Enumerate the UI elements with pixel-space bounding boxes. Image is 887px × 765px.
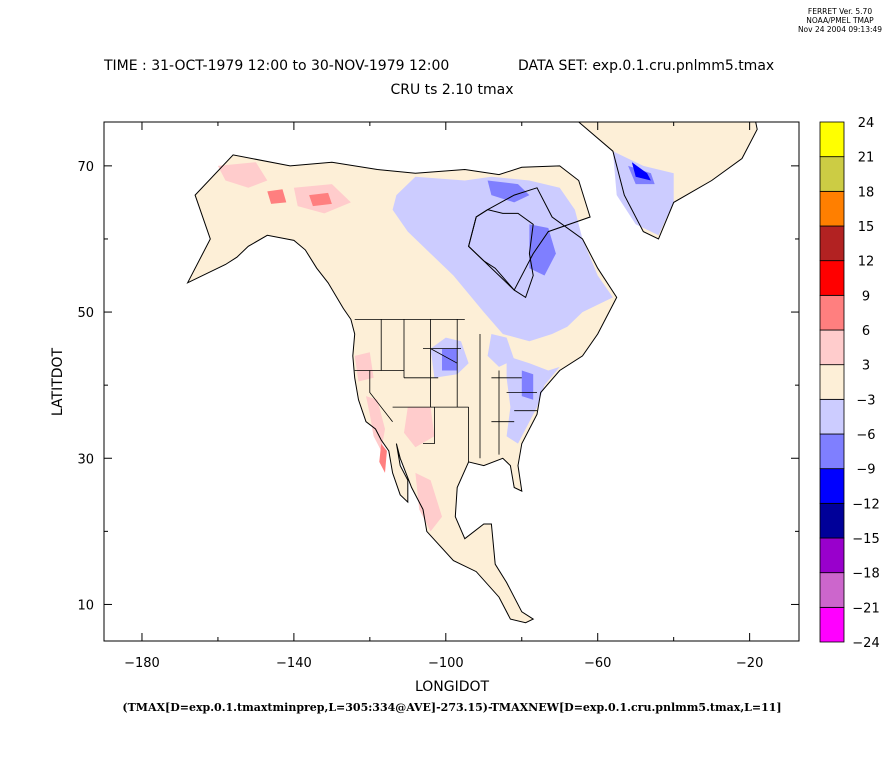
region-alaska-pink bbox=[217, 162, 268, 188]
colorbar-label: −6 bbox=[856, 428, 875, 443]
colorbar-swatch bbox=[819, 294, 845, 331]
region-yukon-red bbox=[309, 192, 332, 207]
x-axis-label: LONGIDOT bbox=[415, 679, 490, 695]
colorbar-swatch bbox=[819, 572, 845, 608]
colorbar-swatch bbox=[819, 329, 845, 366]
version-line-3: Nov 24 2004 09:13:49 bbox=[798, 25, 882, 34]
region-canada-blue bbox=[392, 176, 613, 342]
colorbar-swatch bbox=[819, 156, 845, 192]
colorbar: −24 −21 −18 −15 −12 −9 −6 −3 3 6 9 12 15 18 21 24 bbox=[819, 116, 880, 651]
north-america-coastline bbox=[186, 154, 618, 624]
state-border bbox=[423, 407, 435, 445]
expression-label: (TMAX[D=exp.0.1.tmaxtminprep,L=305:334@A… bbox=[122, 701, 781, 714]
region-southwest-pink bbox=[404, 407, 435, 448]
greenland-land-coastline bbox=[577, 122, 758, 240]
dataset-label: DATA SET: exp.0.1.cru.pnlmm5.tmax bbox=[518, 58, 774, 74]
region-us-darkblue-plains bbox=[442, 348, 458, 371]
y-axis-label: LATITDOT bbox=[50, 347, 66, 416]
y-tick-label: 10 bbox=[77, 598, 94, 613]
colorbar-label: −12 bbox=[852, 497, 879, 512]
colorbar-swatch bbox=[819, 260, 845, 296]
chart-title: CRU ts 2.10 tmax bbox=[390, 82, 513, 98]
data-field bbox=[187, 122, 758, 623]
colorbar-label: 15 bbox=[858, 220, 875, 235]
colorbar-swatch bbox=[819, 398, 845, 435]
colorbar-label: 6 bbox=[862, 324, 870, 339]
hudson-bay-coastline bbox=[468, 209, 534, 299]
colorbar-swatch bbox=[819, 468, 845, 504]
colorbar-label: 9 bbox=[862, 289, 870, 304]
x-tick-label: −140 bbox=[276, 656, 312, 671]
colorbar-label: −18 bbox=[852, 567, 879, 582]
colorbar-label: 24 bbox=[858, 116, 875, 131]
y-tick-label: 70 bbox=[77, 160, 94, 175]
x-tick-label: −20 bbox=[736, 656, 763, 671]
region-us-blue-great-lakes bbox=[487, 334, 515, 367]
version-line-1: FERRET Ver. 5.70 bbox=[808, 7, 872, 16]
region-mexico-pink bbox=[415, 472, 442, 532]
y-tick-label: 30 bbox=[77, 452, 94, 467]
time-range-label: TIME : 31-OCT-1979 12:00 to 30-NOV-1979 … bbox=[103, 58, 449, 74]
colorbar-swatch bbox=[819, 190, 845, 227]
y-axis: 10 30 50 70 bbox=[77, 160, 799, 613]
colorbar-label: −24 bbox=[852, 636, 879, 651]
state-border bbox=[430, 348, 458, 364]
colorbar-label: 18 bbox=[858, 185, 875, 200]
y-tick-label: 50 bbox=[77, 306, 94, 321]
state-borders bbox=[354, 318, 537, 462]
region-greenland-blue-core bbox=[631, 162, 651, 181]
region-alaska-red bbox=[267, 189, 287, 204]
region-hudson-east-darkblue bbox=[529, 224, 556, 276]
colorbar-swatch bbox=[819, 364, 845, 400]
colorbar-swatch bbox=[819, 606, 845, 643]
region-baja-red bbox=[379, 443, 387, 473]
x-tick-label: −180 bbox=[124, 656, 160, 671]
region-oregon-pink bbox=[354, 352, 374, 382]
colorbar-label: −9 bbox=[856, 463, 875, 478]
x-tick-label: −60 bbox=[584, 656, 611, 671]
coastlines bbox=[186, 122, 758, 624]
colorbar-label: 3 bbox=[862, 359, 870, 374]
x-axis: −180 −140 −100 −60 −20 bbox=[124, 122, 763, 671]
colorbar-swatch bbox=[819, 121, 845, 158]
state-border bbox=[369, 370, 393, 422]
colorbar-label: 12 bbox=[858, 255, 875, 270]
colorbar-label: −15 bbox=[852, 532, 879, 547]
colorbar-label: −3 bbox=[856, 393, 875, 408]
region-greenland-blue bbox=[612, 151, 674, 236]
plot-frame bbox=[103, 121, 800, 642]
colorbar-swatch bbox=[819, 537, 845, 574]
colorbar-swatch bbox=[819, 225, 845, 262]
region-us-darkblue-east bbox=[521, 370, 534, 400]
colorbar-swatch bbox=[819, 502, 845, 539]
version-line-2: NOAA/PMEL TMAP bbox=[806, 16, 874, 25]
colorbar-label: 21 bbox=[858, 151, 875, 166]
colorbar-label: −21 bbox=[852, 601, 879, 616]
region-canada-north-darkblue bbox=[487, 180, 530, 203]
x-tick-label: −100 bbox=[428, 656, 464, 671]
colorbar-swatch bbox=[819, 433, 845, 470]
plot-area bbox=[103, 121, 800, 642]
